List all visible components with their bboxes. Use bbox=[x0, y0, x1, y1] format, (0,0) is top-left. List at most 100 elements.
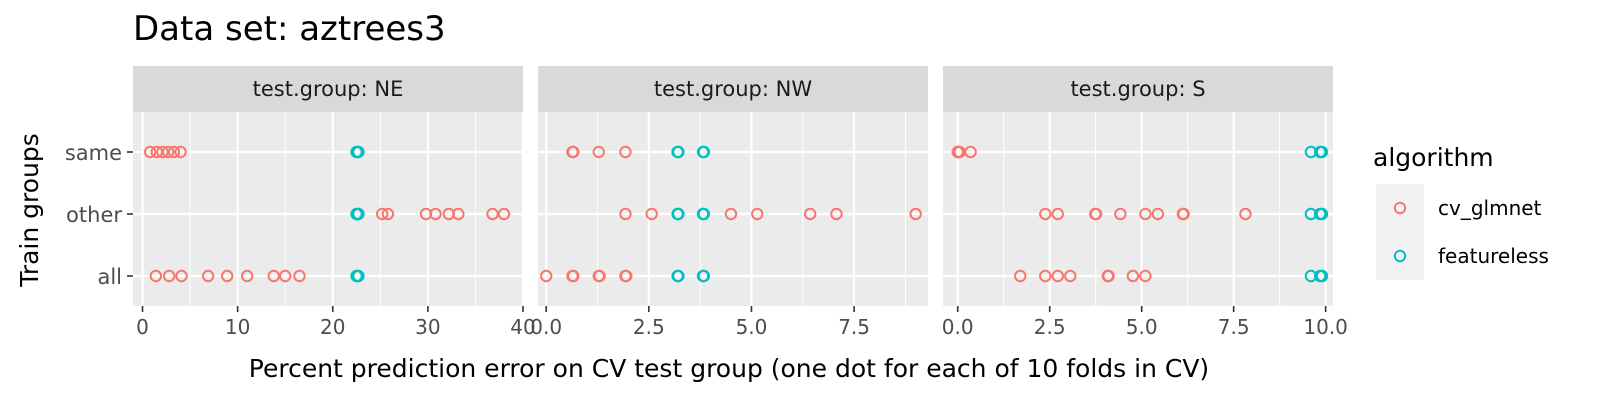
data-point bbox=[150, 145, 163, 159]
x-tick-label: 0.0 bbox=[530, 315, 562, 339]
data-point bbox=[620, 269, 633, 283]
data-point bbox=[1177, 207, 1190, 221]
data-point bbox=[1315, 269, 1329, 283]
data-point bbox=[161, 145, 175, 159]
x-tick-label: 40 bbox=[510, 315, 535, 339]
data-point bbox=[1039, 269, 1052, 283]
data-point bbox=[1151, 207, 1165, 221]
data-point bbox=[486, 207, 499, 221]
x-tick-label: 5.0 bbox=[1126, 315, 1158, 339]
x-tick-label: 10.0 bbox=[1303, 315, 1348, 339]
data-point bbox=[567, 269, 580, 283]
data-point bbox=[352, 145, 365, 159]
data-point bbox=[1126, 269, 1140, 283]
data-point bbox=[175, 269, 188, 283]
data-point bbox=[697, 269, 711, 283]
data-point bbox=[381, 207, 395, 221]
data-point bbox=[1089, 207, 1103, 221]
data-point bbox=[167, 145, 181, 159]
data-point bbox=[697, 207, 711, 221]
data-point bbox=[592, 145, 605, 159]
data-point bbox=[909, 207, 922, 221]
x-tick-label: 7.5 bbox=[1218, 315, 1250, 339]
data-point bbox=[1315, 207, 1329, 221]
data-point bbox=[1114, 207, 1127, 221]
data-point bbox=[497, 207, 511, 221]
data-point bbox=[452, 207, 465, 221]
x-tick-label: 2.5 bbox=[1034, 315, 1066, 339]
facet-panel-3: test.group: S 0.0 2.5 5.0 7.5 10.0 bbox=[942, 66, 1348, 339]
data-point bbox=[156, 145, 169, 159]
data-point bbox=[267, 269, 280, 283]
data-point bbox=[672, 269, 685, 283]
y-tick-label: other bbox=[66, 203, 122, 227]
data-point bbox=[220, 269, 234, 283]
data-point bbox=[567, 145, 580, 159]
data-point bbox=[672, 145, 685, 159]
facet-strip bbox=[943, 66, 1333, 112]
facet-panel-2: test.group: NW 0.0 2.5 5.0 7.5 bbox=[530, 66, 928, 339]
data-point bbox=[964, 145, 977, 159]
legend-key bbox=[1376, 184, 1424, 232]
data-point bbox=[1102, 269, 1115, 283]
data-point bbox=[619, 207, 632, 221]
data-point bbox=[1315, 145, 1329, 159]
x-tick-label: 7.5 bbox=[838, 315, 870, 339]
data-point bbox=[240, 269, 254, 283]
y-axis-title: Train groups bbox=[15, 133, 44, 288]
data-point bbox=[619, 145, 632, 159]
x-tick-label: 0 bbox=[136, 315, 149, 339]
legend-title: algorithm bbox=[1373, 143, 1494, 172]
data-point bbox=[1014, 269, 1027, 283]
data-point bbox=[724, 207, 738, 221]
data-point bbox=[162, 269, 176, 283]
data-point bbox=[143, 145, 157, 159]
legend-key-symbol bbox=[1393, 201, 1407, 215]
data-point bbox=[352, 269, 365, 283]
x-tick-label: 5.0 bbox=[736, 315, 768, 339]
data-point bbox=[201, 269, 215, 283]
x-tick-label: 20 bbox=[320, 315, 345, 339]
y-tick-label: same bbox=[65, 141, 122, 165]
facet-strip-label: test.group: NW bbox=[654, 77, 812, 101]
facet-strip-label: test.group: S bbox=[1070, 77, 1205, 101]
x-tick-label: 0.0 bbox=[942, 315, 974, 339]
data-point bbox=[376, 207, 389, 221]
data-point bbox=[830, 207, 843, 221]
chart-title: Data set: aztrees3 bbox=[133, 9, 446, 49]
legend-entry-label: featureless bbox=[1438, 244, 1549, 268]
data-point bbox=[672, 207, 685, 221]
data-point bbox=[1051, 207, 1064, 221]
y-tick-label: all bbox=[97, 265, 122, 289]
data-point bbox=[1039, 207, 1052, 221]
data-point bbox=[1064, 269, 1077, 283]
facet-strip bbox=[538, 66, 928, 112]
data-point bbox=[1139, 207, 1152, 221]
data-point bbox=[1051, 269, 1064, 283]
data-point bbox=[645, 207, 658, 221]
data-point bbox=[593, 269, 606, 283]
x-tick-label: 30 bbox=[415, 315, 440, 339]
data-point bbox=[429, 207, 442, 221]
data-point bbox=[540, 269, 553, 283]
data-point bbox=[803, 207, 817, 221]
data-point bbox=[174, 145, 187, 159]
facet-strip-label: test.group: NE bbox=[253, 77, 404, 101]
data-point bbox=[293, 269, 306, 283]
legend-entry-label: cv_glmnet bbox=[1438, 196, 1542, 220]
legend-key-symbol bbox=[1393, 249, 1407, 263]
data-point bbox=[352, 207, 365, 221]
data-point bbox=[751, 207, 764, 221]
x-tick-label: 2.5 bbox=[633, 315, 665, 339]
x-tick-label: 10 bbox=[225, 315, 250, 339]
data-point bbox=[149, 269, 163, 283]
data-point bbox=[1139, 269, 1152, 283]
legend-key bbox=[1376, 232, 1424, 280]
legend: algorithm cv_glmnet featureless bbox=[1373, 143, 1549, 280]
data-point bbox=[278, 269, 292, 283]
x-axis-title: Percent prediction error on CV test grou… bbox=[249, 354, 1209, 383]
facet-strip bbox=[133, 66, 523, 112]
data-point bbox=[697, 145, 711, 159]
data-point bbox=[1239, 207, 1252, 221]
